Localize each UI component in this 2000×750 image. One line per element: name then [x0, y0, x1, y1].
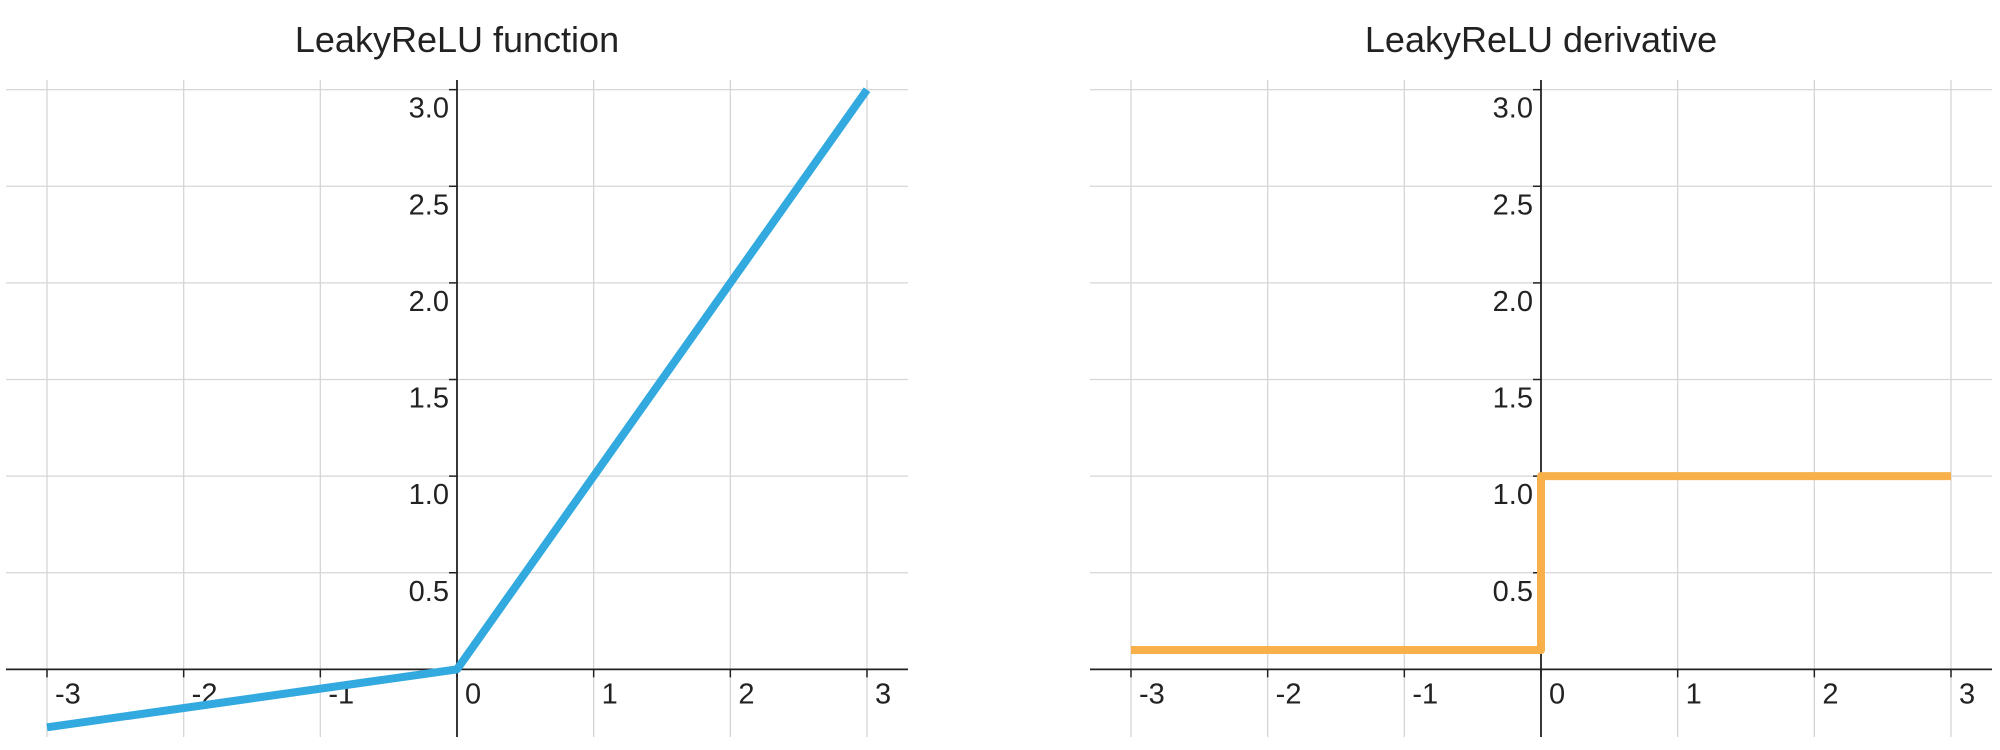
y-tick-label: 3.0 — [409, 93, 449, 125]
y-tick-label: 1.0 — [409, 479, 449, 511]
y-tick-label: 2.5 — [1493, 189, 1533, 221]
x-tick-label: 0 — [1549, 678, 1565, 710]
y-tick-label: 2.5 — [409, 189, 449, 221]
chart-title: LeakyReLU function — [295, 19, 619, 60]
x-tick-label: 2 — [1822, 678, 1838, 710]
x-tick-label: 1 — [602, 678, 618, 710]
y-tick-label: 1.0 — [1493, 479, 1533, 511]
x-tick-label: 3 — [1959, 678, 1975, 710]
x-tick-label: 2 — [738, 678, 754, 710]
x-tick-label: -3 — [1139, 678, 1165, 710]
x-tick-label: 0 — [465, 678, 481, 710]
y-tick-label: 0.5 — [409, 576, 449, 608]
x-tick-label: -2 — [1276, 678, 1302, 710]
y-tick-label: 2.0 — [409, 286, 449, 318]
y-tick-label: 1.5 — [409, 383, 449, 415]
x-tick-label: 1 — [1686, 678, 1702, 710]
y-tick-label: 3.0 — [1493, 93, 1533, 125]
x-tick-label: 3 — [875, 678, 891, 710]
y-tick-label: 2.0 — [1493, 286, 1533, 318]
data-line — [1131, 472, 1951, 655]
x-tick-label: -1 — [1412, 678, 1438, 710]
chart-title: LeakyReLU derivative — [1365, 19, 1717, 60]
y-tick-label: 1.5 — [1493, 383, 1533, 415]
data-line — [46, 87, 871, 732]
y-tick-label: 0.5 — [1493, 576, 1533, 608]
x-tick-label: -3 — [55, 678, 81, 710]
